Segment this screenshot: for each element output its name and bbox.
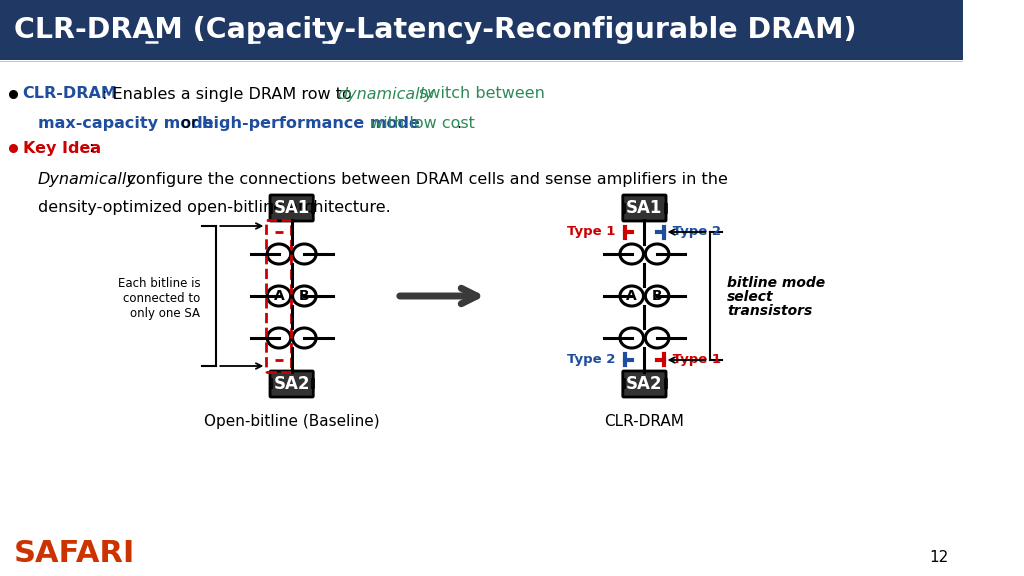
Text: switch between: switch between	[414, 86, 545, 101]
Text: : Enables a single DRAM row to: : Enables a single DRAM row to	[101, 86, 356, 101]
Bar	[665, 203, 667, 213]
Text: SA2: SA2	[273, 375, 310, 393]
Text: CLR-DRAM: CLR-DRAM	[604, 415, 684, 430]
Text: high-performance mode: high-performance mode	[203, 116, 420, 131]
FancyBboxPatch shape	[270, 195, 313, 221]
Text: only one SA: only one SA	[130, 308, 201, 320]
Text: with low cost: with low cost	[365, 116, 475, 131]
Text: Key Idea: Key Idea	[23, 141, 100, 156]
Bar	[623, 380, 625, 388]
Text: Type 2: Type 2	[567, 354, 621, 366]
Ellipse shape	[620, 244, 643, 264]
Text: transistors: transistors	[727, 304, 812, 318]
Text: 12: 12	[929, 551, 948, 566]
FancyBboxPatch shape	[623, 195, 666, 221]
Text: SA1: SA1	[273, 199, 310, 217]
Text: select: select	[727, 290, 774, 304]
Bar	[312, 203, 314, 213]
Bar	[266, 220, 291, 372]
Bar	[269, 203, 272, 213]
Text: Dynamically: Dynamically	[38, 172, 136, 188]
Bar	[623, 203, 625, 213]
Bar	[269, 380, 272, 388]
FancyBboxPatch shape	[270, 371, 313, 397]
Text: CLR-DRAM: CLR-DRAM	[23, 86, 118, 101]
Ellipse shape	[267, 286, 291, 306]
Text: max-capacity mode: max-capacity mode	[38, 116, 213, 131]
Text: B: B	[299, 289, 309, 303]
Text: density-optimized open-bitline architecture.: density-optimized open-bitline architect…	[38, 200, 390, 215]
Text: or: or	[176, 116, 203, 131]
Ellipse shape	[293, 286, 316, 306]
Ellipse shape	[267, 244, 291, 264]
Text: connected to: connected to	[123, 293, 201, 305]
Ellipse shape	[293, 328, 316, 348]
Text: CLR-DRAM (Capacity-Latency-Reconfigurable DRAM): CLR-DRAM (Capacity-Latency-Reconfigurabl…	[14, 17, 857, 44]
Text: SA1: SA1	[627, 199, 663, 217]
Ellipse shape	[293, 244, 316, 264]
Text: dynamically: dynamically	[337, 86, 433, 101]
Ellipse shape	[645, 286, 669, 306]
Text: SA2: SA2	[627, 375, 663, 393]
Bar	[0, 60, 964, 576]
Text: :: :	[88, 141, 94, 156]
Text: SAFARI: SAFARI	[14, 540, 135, 569]
Text: Type 2: Type 2	[669, 225, 722, 238]
Text: B: B	[652, 289, 663, 303]
Text: Open-bitline (Baseline): Open-bitline (Baseline)	[204, 415, 380, 430]
Text: A: A	[273, 289, 285, 303]
Ellipse shape	[645, 328, 669, 348]
Bar	[312, 380, 314, 388]
Text: bitline mode: bitline mode	[727, 276, 825, 290]
Bar	[0, 0, 964, 60]
Ellipse shape	[620, 286, 643, 306]
Text: A: A	[627, 289, 637, 303]
Bar	[665, 380, 667, 388]
Ellipse shape	[645, 244, 669, 264]
Text: .: .	[457, 116, 462, 131]
Text: Each bitline is: Each bitline is	[118, 278, 201, 290]
Ellipse shape	[267, 328, 291, 348]
Ellipse shape	[620, 328, 643, 348]
Text: configure the connections between DRAM cells and sense amplifiers in the: configure the connections between DRAM c…	[122, 172, 728, 188]
Text: Type 1: Type 1	[669, 354, 722, 366]
FancyBboxPatch shape	[623, 371, 666, 397]
Text: Type 1: Type 1	[567, 225, 621, 238]
